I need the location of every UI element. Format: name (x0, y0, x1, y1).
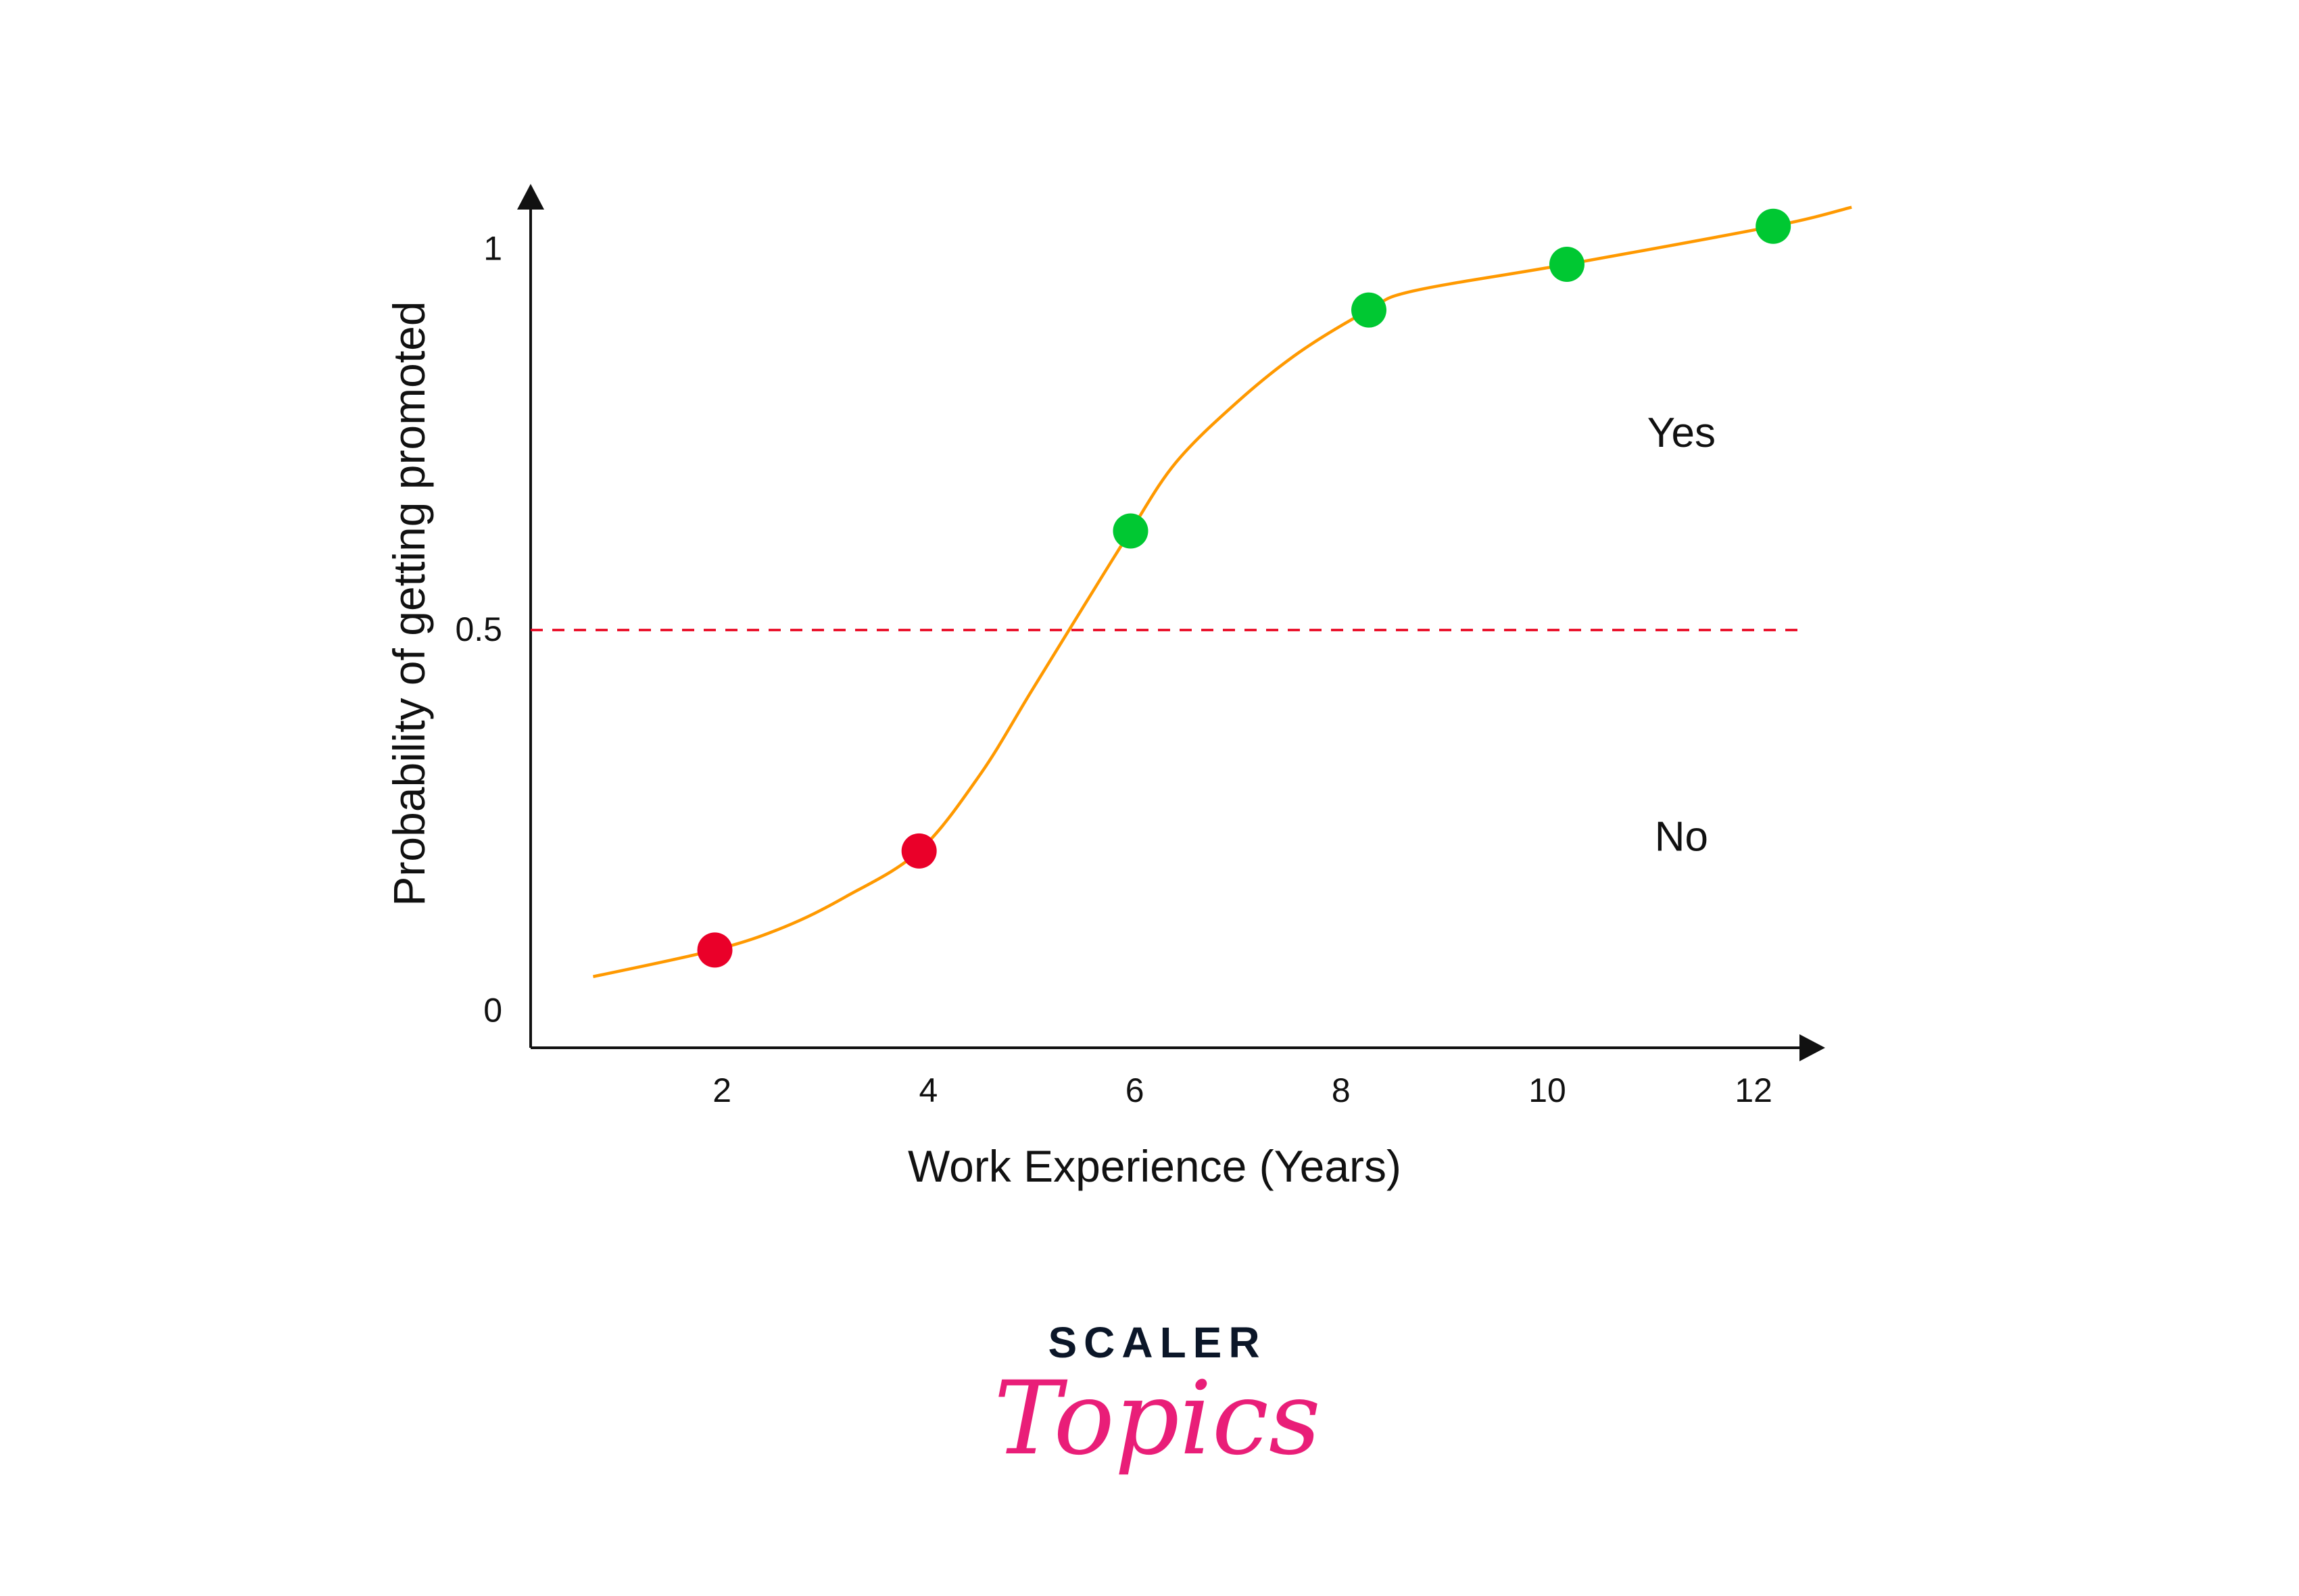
annotation-yes: Yes (1647, 410, 1716, 456)
sigmoid-curve (592, 205, 1852, 978)
x-tick-label: 12 (1735, 1071, 1772, 1109)
data-point-yes (1351, 292, 1387, 328)
x-tick-label: 4 (919, 1071, 938, 1109)
x-tick-label: 8 (1332, 1071, 1351, 1109)
data-point-yes (1549, 247, 1584, 283)
data-point-yes (1756, 208, 1791, 244)
scaler-topics-logo: SCALER Topics (994, 1318, 1321, 1478)
y-tick-label: 0 (483, 992, 502, 1030)
x-tick-label: 10 (1528, 1071, 1566, 1109)
x-axis-arrow-icon (1799, 1034, 1825, 1061)
logo-scaler-text: SCALER (1048, 1318, 1266, 1367)
y-axis-arrow-icon (517, 184, 544, 210)
logo-topics-text: Topics (994, 1360, 1321, 1478)
y-tick-label: 1 (483, 230, 502, 268)
x-tick-label: 2 (712, 1071, 731, 1109)
x-axis-title: Work Experience (Years) (908, 1141, 1401, 1191)
data-point-no (697, 932, 733, 968)
data-point-no (901, 833, 937, 869)
y-tick-label: 0.5 (455, 610, 502, 648)
x-tick-label: 6 (1126, 1071, 1144, 1109)
annotation-no: No (1655, 813, 1708, 860)
y-axis-title: Probability of getting promoted (384, 301, 434, 906)
data-point-yes (1113, 513, 1148, 549)
